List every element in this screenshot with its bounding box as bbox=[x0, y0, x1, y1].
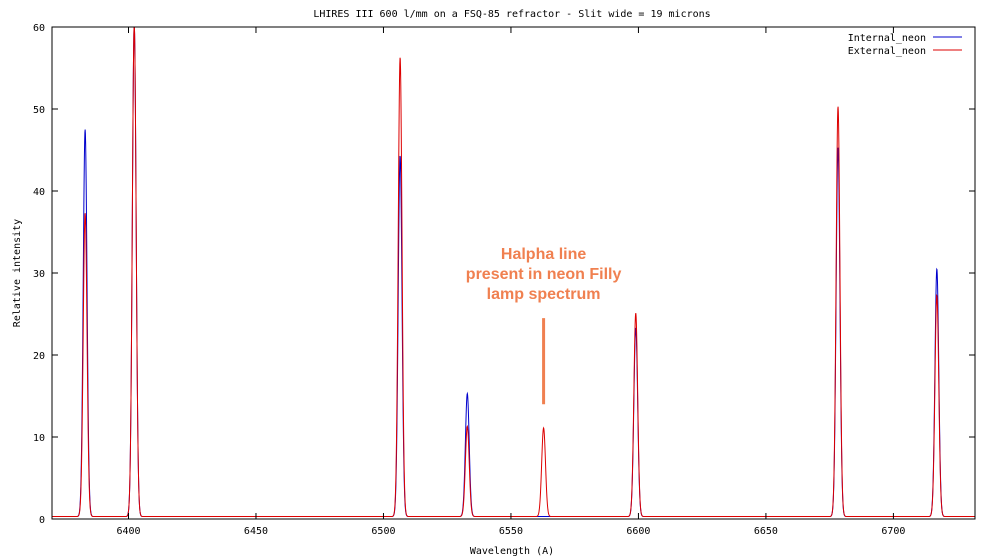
y-tick-label: 10 bbox=[33, 433, 45, 444]
annotation-line-1: Halpha line bbox=[501, 246, 586, 263]
x-axis-label: Wavelength (A) bbox=[470, 546, 554, 557]
x-tick-label: 6600 bbox=[626, 526, 650, 537]
x-tick-label: 6700 bbox=[881, 526, 905, 537]
x-tick-label: 6650 bbox=[754, 526, 778, 537]
y-tick-label: 50 bbox=[33, 105, 45, 116]
y-tick-label: 60 bbox=[33, 23, 45, 34]
y-tick-label: 20 bbox=[33, 351, 45, 362]
x-tick-label: 6450 bbox=[244, 526, 268, 537]
y-tick-label: 30 bbox=[33, 269, 45, 280]
y-tick-label: 40 bbox=[33, 187, 45, 198]
legend: Internal_neon External_neon bbox=[848, 33, 962, 57]
y-tick-label: 0 bbox=[39, 515, 45, 526]
legend-label-external-neon: External_neon bbox=[848, 46, 926, 57]
annotation-line-3: lamp spectrum bbox=[487, 286, 601, 303]
x-tick-label: 6550 bbox=[499, 526, 523, 537]
series-line-external-neon bbox=[52, 27, 975, 518]
axes-layer: 6400 6450 6500 6550 6600 6650 6700 0 10 20 30 40 50 6… bbox=[33, 23, 975, 537]
x-tick-label: 6500 bbox=[371, 526, 395, 537]
legend-label-internal-neon: Internal_neon bbox=[848, 33, 926, 44]
chart-title: LHIRES III 600 l/mm on a FSQ-85 refracto… bbox=[313, 9, 710, 20]
y-axis-label: Relative intensity bbox=[12, 219, 23, 327]
x-tick-label: 6400 bbox=[116, 526, 140, 537]
series-layer bbox=[52, 27, 975, 518]
halpha-annotation: Halpha line present in neon Filly lamp s… bbox=[466, 246, 622, 405]
annotation-line-2: present in neon Filly bbox=[466, 266, 622, 283]
